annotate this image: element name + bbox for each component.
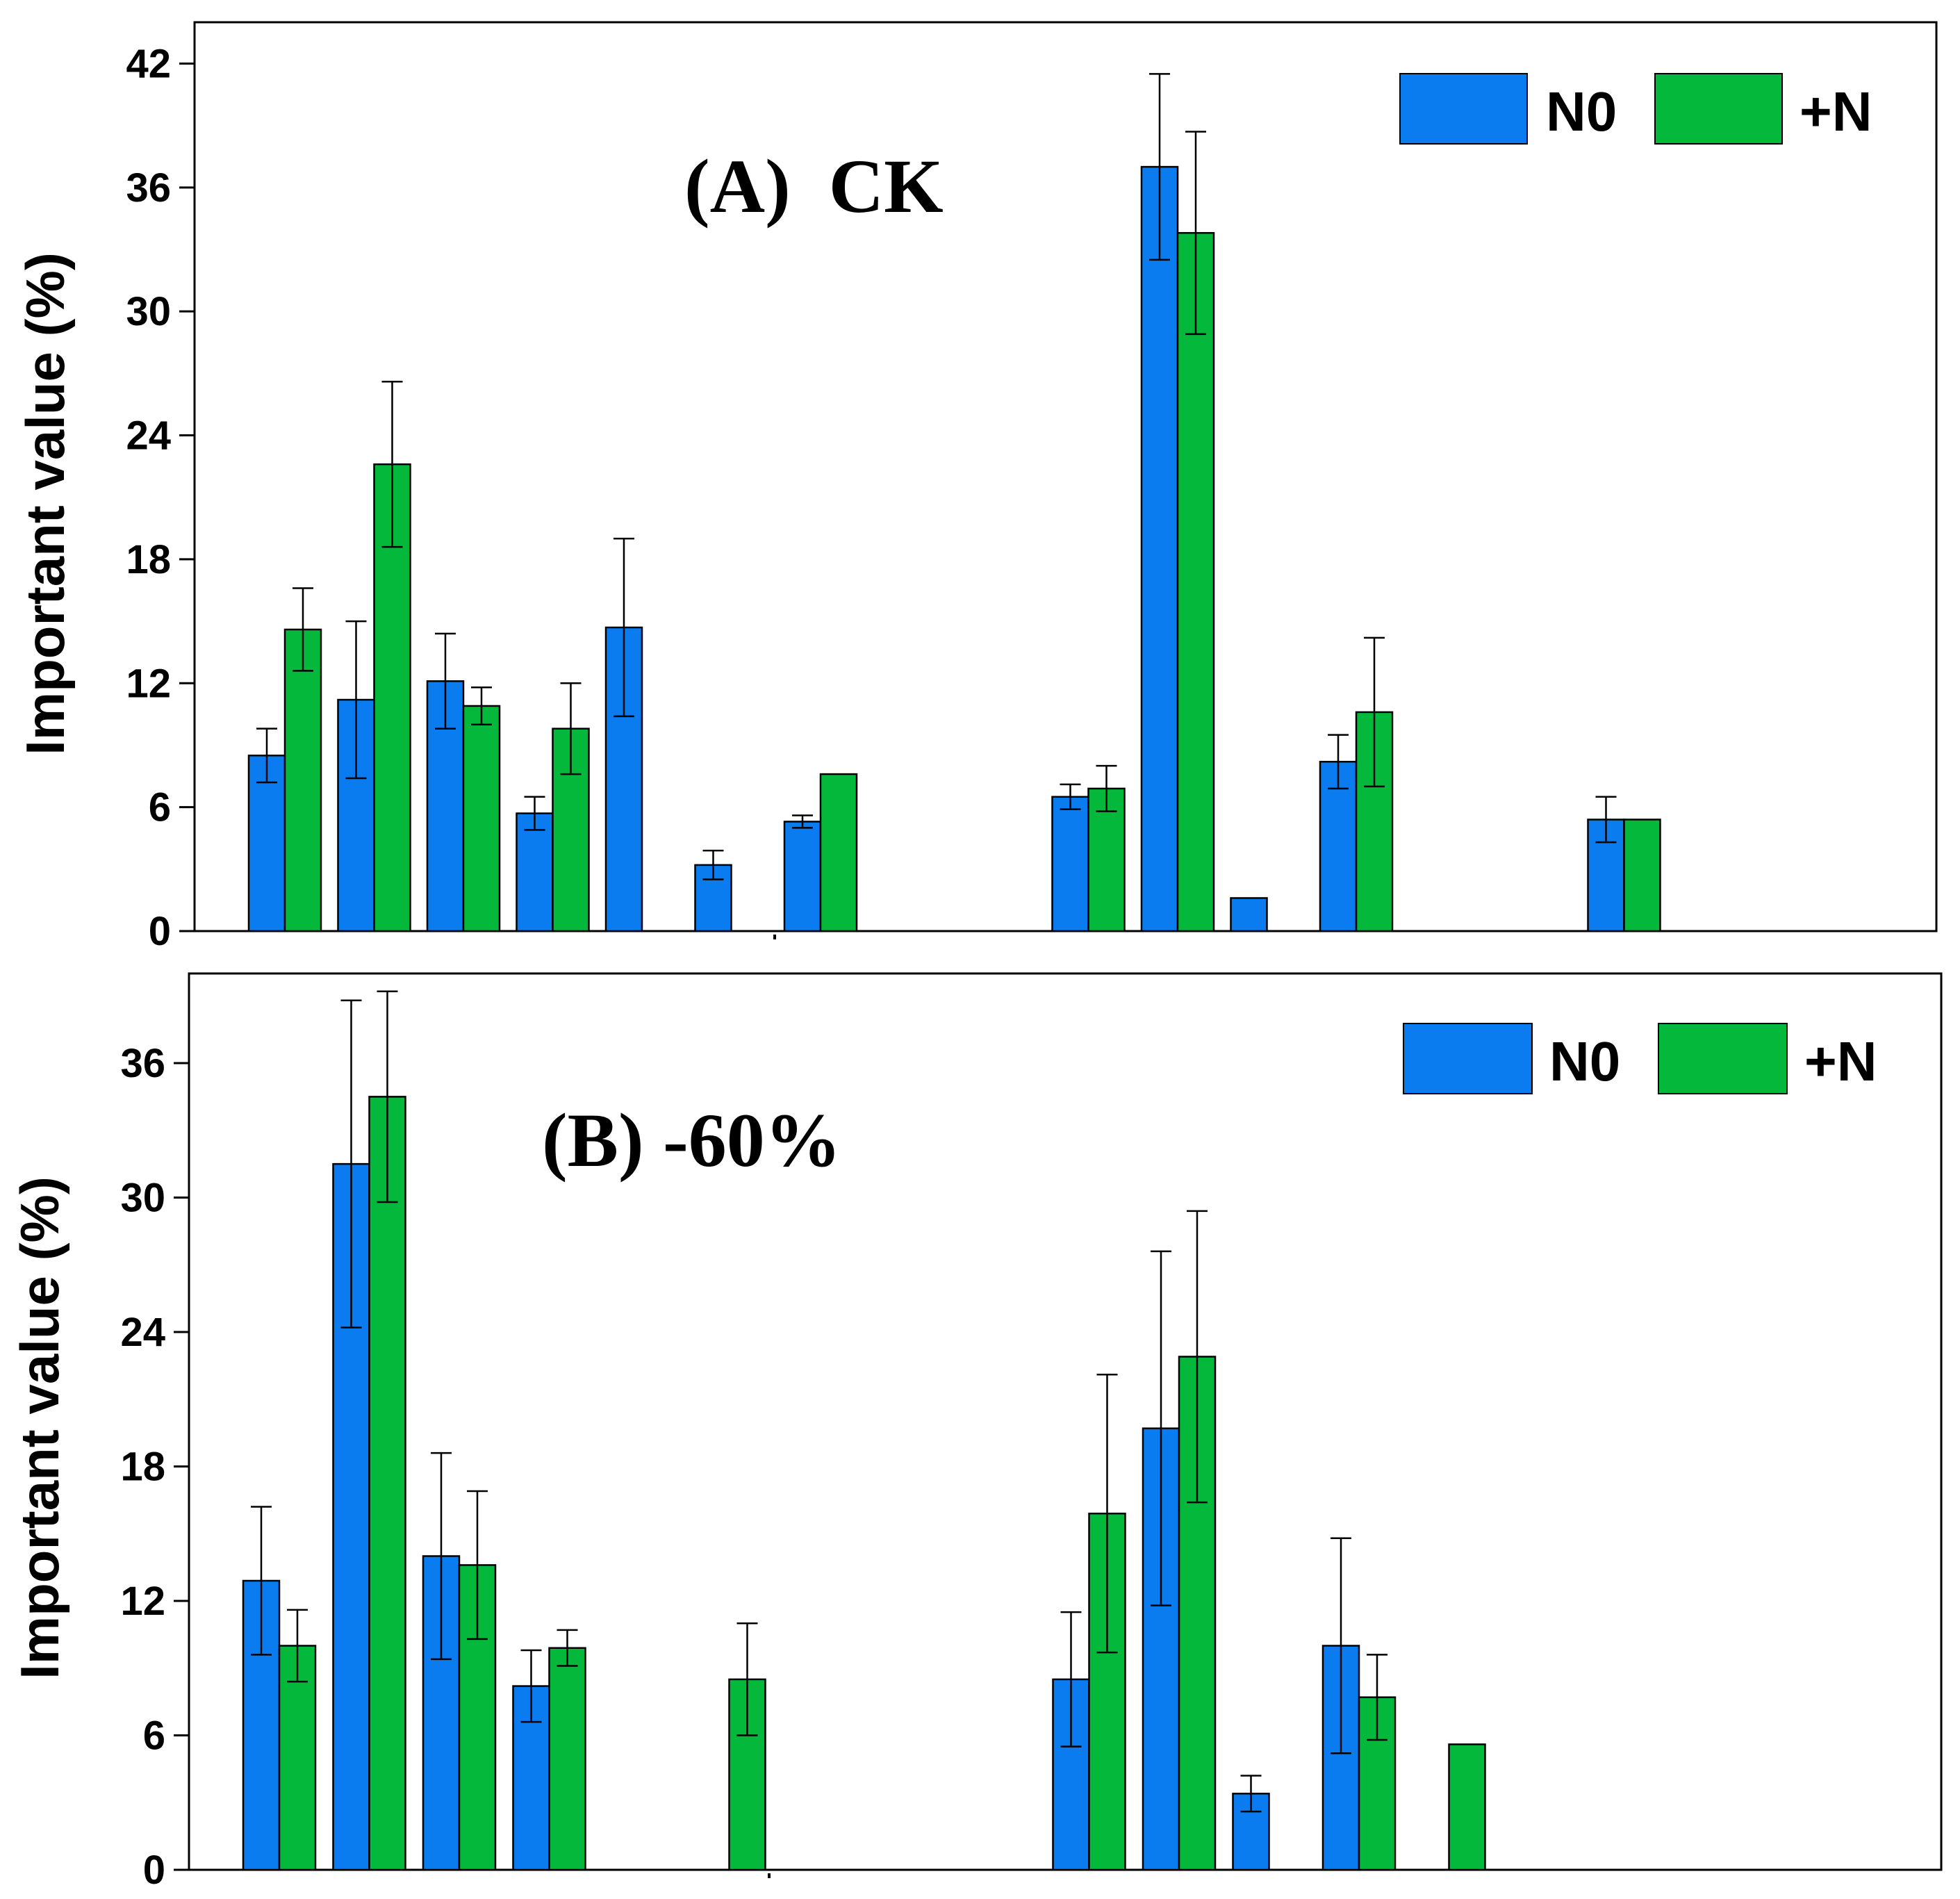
legend-label-n0: N0	[1546, 81, 1617, 142]
y-tick-label: 0	[149, 909, 171, 954]
error-bar	[1595, 796, 1617, 844]
legend-swatch-plus-n	[1654, 73, 1783, 145]
bar-n0	[426, 680, 465, 932]
error-bar	[736, 1622, 758, 1736]
y-axis-label: Important value (%)	[9, 1176, 70, 1679]
y-tick-label: 12	[126, 661, 171, 706]
y-tick-label: 42	[126, 41, 171, 86]
bar-plus-n	[548, 1647, 586, 1871]
error-bar	[1096, 1374, 1118, 1654]
error-bar	[1367, 1654, 1387, 1741]
error-bar	[557, 1629, 578, 1667]
error-bar	[431, 1452, 452, 1661]
y-tick-label: 6	[149, 785, 171, 830]
error-bar	[293, 587, 313, 672]
y-tick-label: 36	[126, 165, 171, 211]
y-tick-label: 18	[120, 1445, 165, 1490]
error-bar	[467, 1490, 488, 1641]
bar-plus-n	[1623, 819, 1661, 932]
error-bar	[1328, 734, 1349, 790]
y-tick-label: 24	[120, 1310, 165, 1355]
bar-n0	[1051, 796, 1089, 932]
y-tick-label: 30	[126, 289, 171, 334]
error-bar	[251, 1506, 272, 1656]
bar-plus-n	[283, 628, 322, 932]
error-bar	[1240, 1775, 1262, 1813]
error-bar	[520, 1649, 542, 1723]
y-tick-label: 6	[143, 1713, 165, 1759]
error-bar	[792, 814, 813, 829]
error-bar	[1151, 1250, 1171, 1606]
panel-title: (A) CK	[684, 144, 944, 229]
legend-label-plus-n: +N	[1804, 1030, 1877, 1092]
error-bar	[256, 727, 277, 784]
legend-label-n0: N0	[1549, 1030, 1620, 1092]
bar-n0	[783, 821, 822, 932]
error-bar	[1060, 1611, 1082, 1748]
error-bar	[345, 620, 367, 780]
error-bar	[287, 1609, 308, 1683]
legend-swatch-n0	[1403, 1023, 1533, 1094]
error-bar	[613, 537, 634, 718]
y-tick-label: 24	[126, 413, 171, 459]
bar-plus-n	[819, 773, 858, 932]
error-bar	[377, 990, 398, 1203]
y-tick-label: 12	[120, 1579, 165, 1624]
error-bar	[560, 682, 582, 775]
error-bar	[435, 632, 456, 730]
legend: N0 +N	[1399, 73, 1872, 145]
bar-plus-n	[368, 1096, 406, 1871]
error-bar	[524, 796, 545, 831]
y-tick-label: 18	[126, 537, 171, 582]
legend-swatch-n0	[1399, 73, 1528, 145]
y-axis-label: Important value (%)	[15, 252, 76, 755]
error-bar	[340, 999, 362, 1329]
error-bar	[1060, 783, 1081, 810]
panel-b: 0 6 12 18 24 30 36 Important value (%) (B) -60…	[9, 972, 1943, 1893]
error-bar	[381, 381, 403, 548]
y-tick-label: 30	[120, 1176, 165, 1221]
bar-plus-n	[1448, 1743, 1486, 1871]
bar-n0	[516, 812, 554, 932]
legend-label-plus-n: +N	[1800, 81, 1872, 142]
y-tick-label: 36	[120, 1041, 165, 1086]
bar-n0	[1230, 897, 1268, 932]
bar-n0	[1140, 165, 1179, 932]
error-bar	[1185, 131, 1206, 336]
panel-title: (B) -60%	[542, 1098, 841, 1183]
error-bar	[1331, 1537, 1351, 1754]
error-bar	[1149, 73, 1170, 261]
error-bar	[471, 686, 492, 725]
bar-plus-n	[462, 705, 501, 932]
legend-swatch-plus-n	[1658, 1023, 1788, 1094]
error-bar	[1096, 764, 1117, 812]
bar-plus-n	[1176, 231, 1215, 932]
error-bar	[1364, 636, 1385, 788]
legend: N0 +N	[1403, 1023, 1877, 1094]
bar-plus-n	[1087, 787, 1126, 932]
panel-a: 0 6 12 18 24 30 36 42 Important value (%) (A) C…	[15, 21, 1938, 954]
error-bar	[1187, 1210, 1208, 1504]
bar-plus-n	[278, 1645, 317, 1871]
y-tick-label: 0	[143, 1848, 165, 1893]
error-bar	[702, 849, 724, 880]
